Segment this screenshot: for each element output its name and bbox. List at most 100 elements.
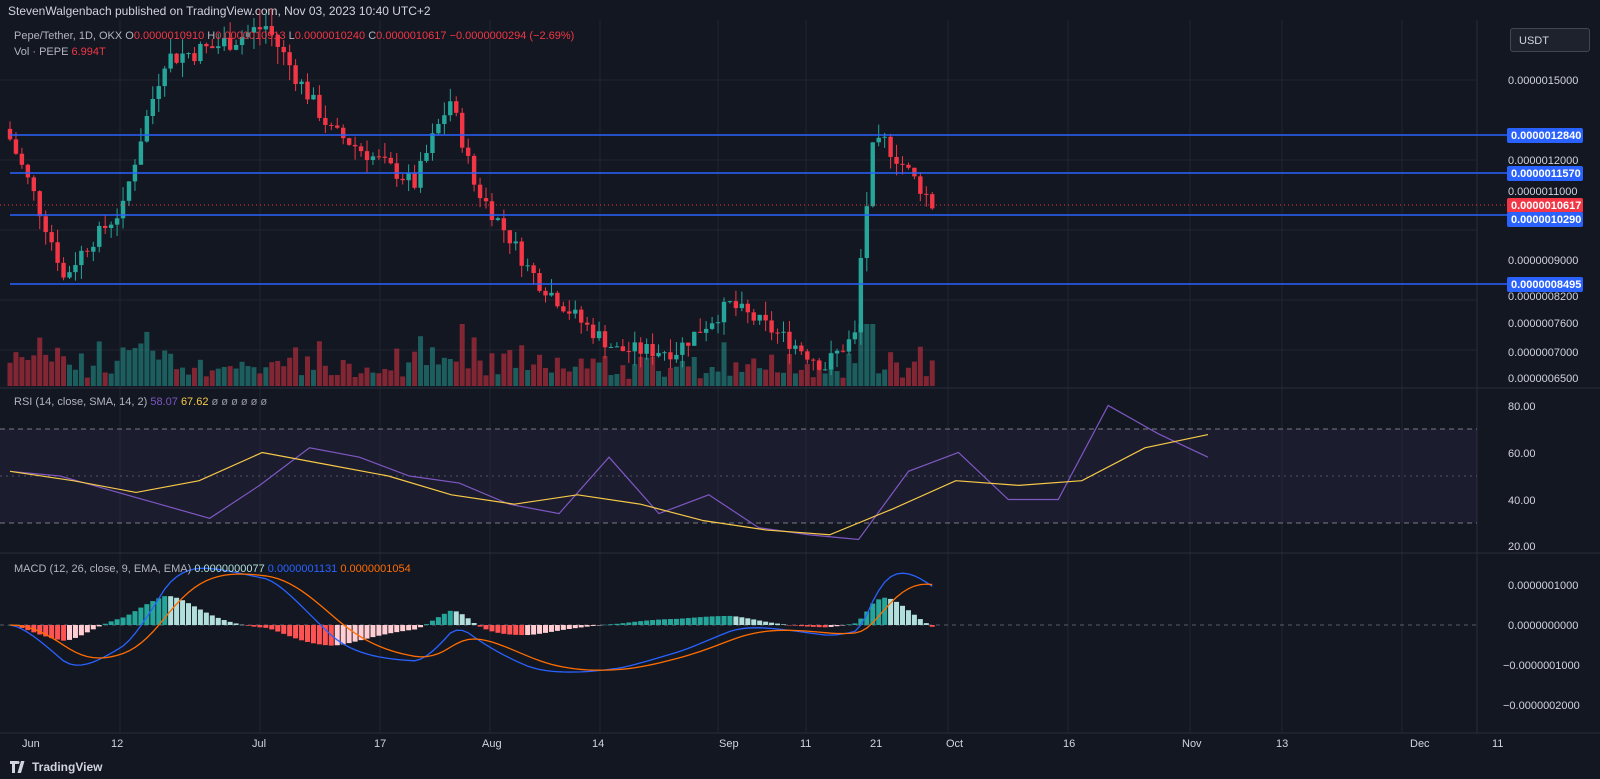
macd-hist-bar (691, 617, 697, 625)
macd-hist-bar (590, 625, 596, 626)
volume-bar (269, 362, 275, 386)
tradingview-icon (10, 761, 25, 773)
candle-body (162, 68, 167, 87)
candle-body (210, 46, 215, 49)
candle-body (525, 265, 530, 267)
macd-hist-bar (43, 625, 49, 637)
volume-bar (13, 352, 19, 386)
candle-body (614, 346, 620, 348)
ohlc-high: 0.0000010913 (215, 30, 286, 42)
volume-bar (685, 366, 691, 386)
candle-body (31, 177, 36, 192)
macd-hist-bar (281, 625, 287, 634)
ohlc-c-label: C (368, 30, 377, 42)
tradingview-logo[interactable]: TradingView (10, 755, 102, 779)
volume-bar (388, 370, 394, 386)
macd-hist-bar (275, 625, 281, 632)
candle-body (227, 38, 233, 50)
macd-hist-bar (132, 611, 138, 625)
candle-body (537, 273, 542, 291)
macd-hist-bar (90, 625, 96, 630)
volume-bar (572, 366, 578, 386)
candle-body (584, 322, 590, 325)
candle-body (388, 157, 393, 164)
candle-body (703, 328, 709, 333)
candle-body (888, 136, 893, 157)
volume-bar (43, 354, 49, 386)
macd-hist-bar (37, 625, 43, 635)
candle-body (91, 246, 96, 252)
volume-bar (745, 364, 751, 386)
macd-hist-bar (543, 625, 548, 633)
volume-bar (751, 358, 757, 386)
macd-hist-bar (917, 619, 923, 625)
volume-bar (215, 368, 221, 386)
candle-body (721, 301, 727, 323)
volume-bar (483, 375, 489, 386)
tradingview-brand: TradingView (32, 760, 103, 774)
ohlc-l-label: L (288, 30, 295, 42)
macd-hist-bar (346, 625, 352, 644)
time-tick: 13 (1276, 738, 1288, 750)
candle-body (834, 350, 840, 354)
candle-body (858, 257, 864, 333)
macd-hist-bar (870, 603, 876, 625)
volume-bar (543, 367, 548, 386)
macd-hist-bar (245, 625, 251, 626)
price-tick: 0.0000006500 (1508, 373, 1578, 385)
candle-body (442, 115, 447, 124)
volume-bar (471, 337, 477, 386)
volume-bar (358, 373, 364, 386)
candle-body (638, 342, 643, 354)
candle-body (864, 206, 869, 258)
candle-body (245, 32, 251, 37)
candle-body (531, 265, 536, 274)
rsi-sma-value: 67.62 (180, 396, 209, 408)
level-tag: 0.0000008495 (1511, 279, 1581, 291)
volume-bar (590, 358, 596, 386)
candle-body (239, 36, 245, 46)
candle-body (281, 46, 286, 53)
candle-body (311, 94, 316, 100)
currency-button[interactable]: USDT (1510, 28, 1590, 52)
price-tick: 0.0000009000 (1508, 255, 1578, 267)
macd-hist-bar (852, 623, 858, 625)
macd-tick: 0.0000001000 (1508, 580, 1578, 592)
rsi-legend: RSI (14, close, SMA, 14, 2) 58.07 67.62 … (14, 395, 267, 409)
volume-bar (816, 361, 822, 386)
volume-bar (31, 355, 37, 386)
macd-hist-bar (798, 625, 804, 627)
volume-bar (61, 356, 67, 386)
volume-bar (144, 331, 150, 386)
candle-body (192, 53, 197, 62)
candle-body (608, 347, 614, 349)
macd-hist-bar (864, 611, 870, 625)
macd-hist-bar (156, 598, 162, 625)
macd-hist-bar (269, 625, 275, 630)
volume-bar (174, 369, 180, 386)
macd-hist-bar (138, 607, 144, 625)
macd-hist-bar (560, 625, 566, 630)
volume-bar (644, 357, 650, 386)
macd-hist-bar (608, 624, 614, 625)
candle-body (930, 194, 935, 209)
volume-bar (888, 352, 894, 386)
candle-body (626, 351, 631, 353)
volume-bar (37, 337, 43, 386)
candle-body (870, 142, 875, 207)
macd-hist-bar (929, 625, 935, 627)
last-price-tag: 0.0000010617 (1511, 200, 1581, 212)
candle-body (144, 115, 150, 142)
macd-hist-bar (108, 621, 114, 625)
volume-bar (25, 359, 31, 386)
candle-body (662, 352, 667, 354)
macd-hist-bar (733, 616, 739, 625)
volume-bar (662, 376, 667, 386)
candle-body (477, 184, 483, 199)
candle-body (222, 38, 227, 47)
volume-bar (459, 324, 465, 386)
chart-svg[interactable]: 0.0000015000 0.0000012000 0.0000011000 0… (0, 0, 1600, 755)
macd-hist-bar (775, 623, 781, 625)
candle-body (674, 354, 679, 360)
volume-bar (126, 350, 132, 386)
